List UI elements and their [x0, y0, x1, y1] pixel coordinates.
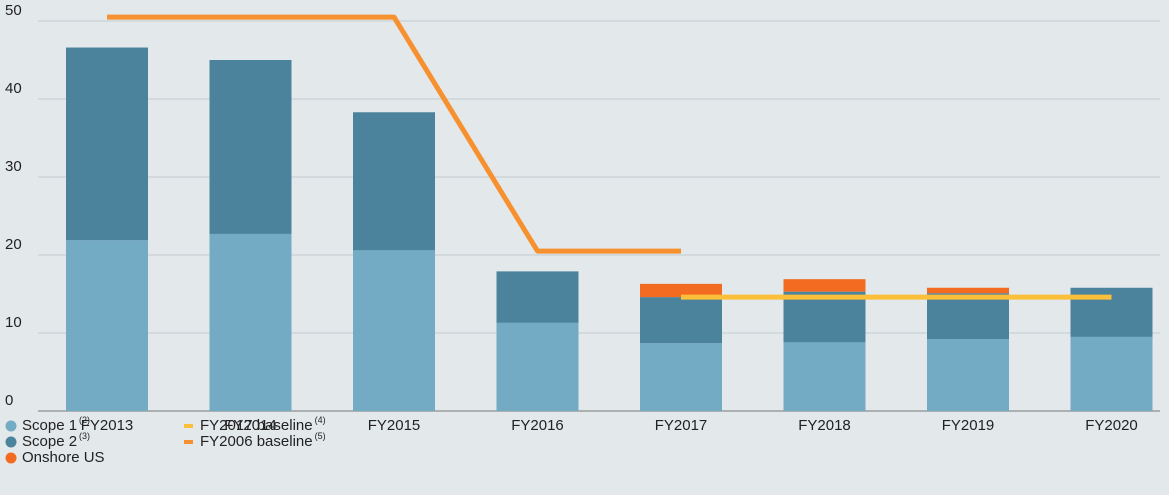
legend-note: (4)	[315, 415, 326, 425]
legend-name: Scope 2	[22, 433, 77, 450]
legend-label: FY2017 baseline (4)	[200, 415, 326, 434]
bar-segment	[640, 343, 722, 411]
y-tick-label: 30	[5, 158, 22, 175]
bar-segment	[640, 283, 722, 298]
bar-segment	[209, 60, 292, 234]
legend-name: Onshore US	[22, 449, 105, 466]
x-tick-label: FY2017	[655, 417, 708, 434]
legend-note: (2)	[79, 415, 90, 425]
bar-segment	[496, 271, 579, 323]
legend-swatch	[5, 452, 17, 464]
legend-note: (5)	[315, 431, 326, 441]
x-tick-label: FY2015	[368, 417, 421, 434]
bar-segment	[353, 250, 435, 411]
x-tick-label: FY2013	[81, 417, 134, 434]
legend-swatch	[5, 436, 17, 448]
bar-segment	[927, 339, 1009, 411]
bar-segment	[66, 47, 148, 241]
y-tick-label: 20	[5, 236, 22, 253]
x-tick-label: FY2014	[224, 417, 277, 434]
bar-segment	[353, 112, 435, 251]
legend-label: Onshore US	[22, 449, 105, 466]
bar-segment	[783, 291, 866, 343]
legend-name: FY2006 baseline	[200, 433, 313, 450]
bar-segment	[66, 240, 148, 411]
bar-segment	[927, 287, 1009, 294]
x-tick-label: FY2016	[511, 417, 564, 434]
y-tick-label: 10	[5, 314, 22, 331]
legend-name: Scope 1	[22, 417, 77, 434]
legend-swatch	[184, 424, 193, 428]
legend-swatch	[184, 440, 193, 444]
y-tick-label: 40	[5, 80, 22, 97]
legend-note: (3)	[79, 431, 90, 441]
bar-segment	[783, 342, 866, 411]
bar-segment	[927, 293, 1009, 340]
legend-label: Scope 2 (3)	[22, 431, 90, 450]
y-tick-label: 0	[5, 392, 13, 409]
bar-segment	[783, 279, 866, 292]
x-tick-label: FY2020	[1085, 417, 1138, 434]
bar-segment	[1070, 336, 1153, 411]
y-tick-label: 50	[5, 2, 22, 19]
bar-segment	[209, 233, 292, 411]
legend-name: FY2017 baseline	[200, 417, 313, 434]
bar-segment	[640, 297, 722, 344]
x-tick-label: FY2019	[942, 417, 995, 434]
legend-swatch	[5, 420, 17, 432]
legend-label: FY2006 baseline (5)	[200, 431, 326, 450]
legend-label: Scope 1 (2)	[22, 415, 90, 434]
baseline-line	[107, 14, 681, 254]
x-tick-label: FY2018	[798, 417, 851, 434]
bar-segment	[496, 322, 579, 411]
